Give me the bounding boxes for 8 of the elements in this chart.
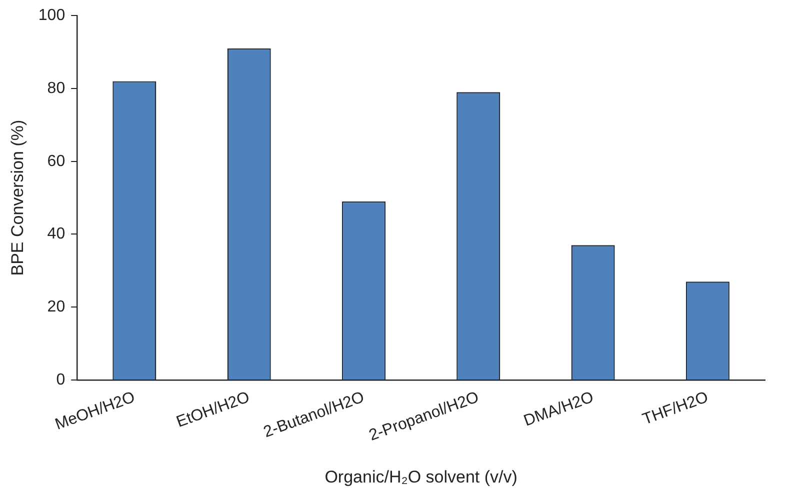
y-tick-label: 20 [47,298,66,316]
y-tick-label: 100 [38,7,66,24]
y-tick-label: 60 [47,152,66,170]
y-tick-label: 40 [47,226,66,243]
x-axis-title: Organic/H₂O solvent (v/v) [324,467,518,486]
y-tick-label: 0 [56,371,66,388]
y-tick-label: 80 [47,80,66,97]
y-axis-title: BPE Conversion (%) [8,120,27,276]
